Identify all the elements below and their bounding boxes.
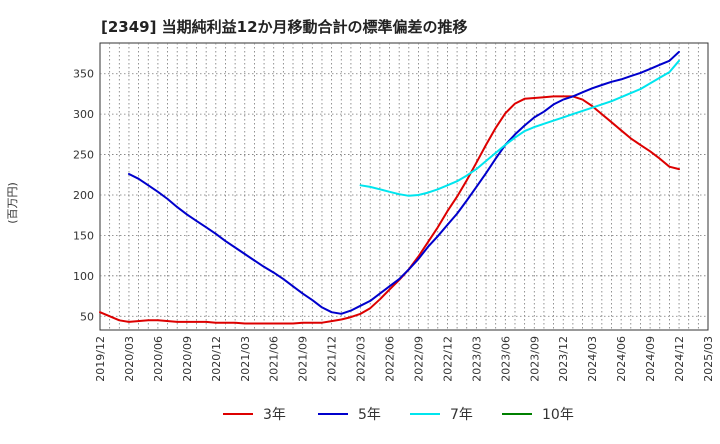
x-tick-label: 2020/03 xyxy=(123,336,136,382)
x-axis-ticks: 2019/12 2020/03 2020/06 2020/09 2020/12 2021/… xyxy=(94,336,715,382)
x-tick-label: 2024/09 xyxy=(644,336,657,382)
legend-label: 7年 xyxy=(450,407,473,423)
series-line-5年 xyxy=(128,50,680,315)
x-tick-label: 2020/06 xyxy=(152,336,165,382)
x-tick-label: 2022/06 xyxy=(384,336,397,382)
series-line-3年 xyxy=(99,95,680,325)
y-axis-label: (百万円) xyxy=(6,182,19,224)
x-tick-label: 2025/03 xyxy=(702,336,715,382)
y-axis-ticks: 50 100 150 200 250 300 350 xyxy=(73,68,94,324)
x-tick-label: 2022/12 xyxy=(441,336,454,382)
x-tick-label: 2023/12 xyxy=(557,336,570,382)
x-tick-label: 2020/12 xyxy=(210,336,223,382)
x-tick-label: 2023/03 xyxy=(470,336,483,382)
x-tick-label: 2022/03 xyxy=(355,336,368,382)
x-tick-label: 2021/06 xyxy=(268,336,281,382)
x-tick-label: 2020/09 xyxy=(181,336,194,382)
x-tick-label: 2021/09 xyxy=(297,336,310,382)
legend-label: 3年 xyxy=(263,407,286,423)
legend-label: 10年 xyxy=(542,407,574,423)
x-tick-label: 2024/12 xyxy=(673,336,686,382)
y-tick-label: 250 xyxy=(73,149,94,162)
x-tick-label: 2023/06 xyxy=(499,336,512,382)
y-tick-label: 350 xyxy=(73,68,94,81)
plot-area xyxy=(99,42,709,331)
series-line-7年 xyxy=(359,59,680,197)
x-tick-label: 2019/12 xyxy=(94,336,107,382)
series-lines xyxy=(99,50,680,325)
x-tick-label: 2021/12 xyxy=(326,336,339,382)
y-tick-label: 100 xyxy=(73,270,94,283)
chart-title: [2349] 当期純利益12か月移動合計の標準偏差の推移 xyxy=(101,18,468,36)
y-tick-label: 150 xyxy=(73,229,94,242)
x-tick-label: 2024/03 xyxy=(586,336,599,382)
y-tick-label: 300 xyxy=(73,108,94,121)
x-tick-label: 2023/09 xyxy=(528,336,541,382)
x-tick-label: 2022/09 xyxy=(412,336,425,382)
y-tick-label: 200 xyxy=(73,189,94,202)
x-tick-label: 2024/06 xyxy=(615,336,628,382)
legend: 3年 5年 7年 10年 xyxy=(223,407,574,423)
legend-label: 5年 xyxy=(358,407,381,423)
x-tick-label: 2021/03 xyxy=(239,336,252,382)
y-tick-label: 50 xyxy=(80,310,94,323)
